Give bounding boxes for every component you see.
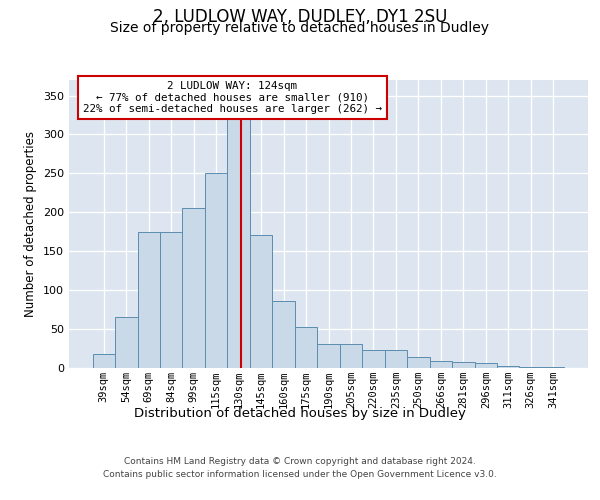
Bar xyxy=(250,236,272,368)
Text: Contains public sector information licensed under the Open Government Licence v3: Contains public sector information licen… xyxy=(103,470,497,479)
Bar xyxy=(205,173,227,368)
Bar xyxy=(317,344,340,368)
Bar xyxy=(160,232,182,368)
Text: Contains HM Land Registry data © Crown copyright and database right 2024.: Contains HM Land Registry data © Crown c… xyxy=(124,458,476,466)
Bar xyxy=(137,232,160,368)
Bar xyxy=(542,366,565,368)
Bar xyxy=(227,111,250,368)
Bar xyxy=(497,366,520,368)
Bar xyxy=(385,350,407,368)
Text: Size of property relative to detached houses in Dudley: Size of property relative to detached ho… xyxy=(110,21,490,35)
Bar xyxy=(430,362,452,368)
Bar xyxy=(407,356,430,368)
Text: 2, LUDLOW WAY, DUDLEY, DY1 2SU: 2, LUDLOW WAY, DUDLEY, DY1 2SU xyxy=(153,8,447,26)
Bar xyxy=(92,354,115,368)
Bar xyxy=(475,363,497,368)
Text: Distribution of detached houses by size in Dudley: Distribution of detached houses by size … xyxy=(134,408,466,420)
Bar xyxy=(452,362,475,368)
Bar xyxy=(115,317,137,368)
Bar xyxy=(182,208,205,368)
Bar xyxy=(295,327,317,368)
Bar xyxy=(272,302,295,368)
Bar xyxy=(340,344,362,368)
Y-axis label: Number of detached properties: Number of detached properties xyxy=(25,130,37,317)
Text: 2 LUDLOW WAY: 124sqm
← 77% of detached houses are smaller (910)
22% of semi-deta: 2 LUDLOW WAY: 124sqm ← 77% of detached h… xyxy=(83,80,382,114)
Bar xyxy=(520,366,542,368)
Bar xyxy=(362,350,385,368)
